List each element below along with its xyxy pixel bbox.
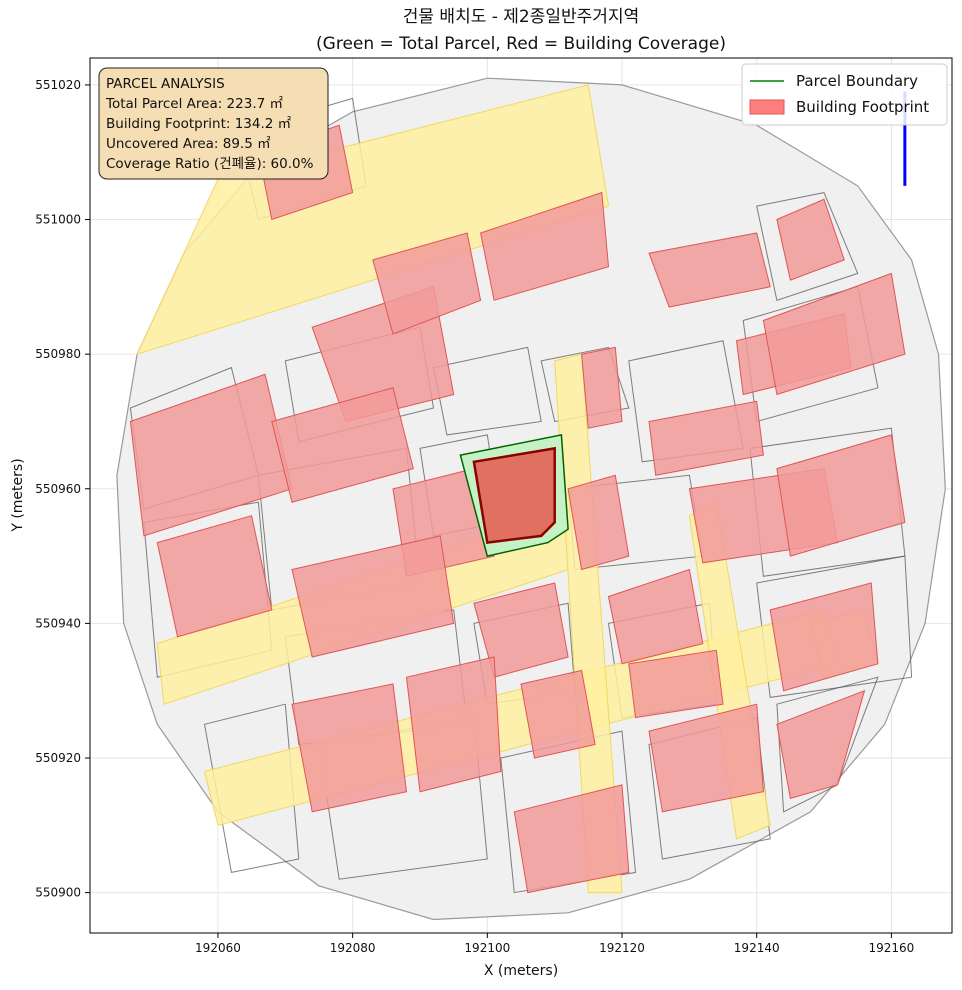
legend: Parcel Boundary Building Footprint: [741, 63, 948, 126]
building-footprint: [648, 400, 764, 476]
plot-area: [116, 77, 946, 921]
target-building: [472, 446, 556, 544]
building-footprint: [776, 198, 845, 281]
building-footprint: [473, 582, 569, 678]
legend-label-building-footprint: Building Footprint: [796, 98, 929, 116]
building-footprint: [762, 272, 906, 396]
annotation-line-ratio: Coverage Ratio (건폐율): 60.0%: [106, 156, 314, 172]
x-tick-label: 192120: [599, 941, 645, 955]
x-tick-label: 192100: [464, 941, 510, 955]
x-tick-label: 192140: [734, 941, 780, 955]
x-tick-label: 192080: [330, 941, 376, 955]
x-axis-label: X (meters): [484, 963, 558, 979]
annotation-line-footprint: Building Footprint: 134.2 ㎡: [106, 116, 292, 132]
y-axis: 550900 550920 550940 550960 550980 551000 5510…: [35, 78, 90, 900]
parcel: [756, 192, 859, 301]
building-footprint: [291, 535, 455, 658]
building-footprint: [628, 649, 724, 719]
building-footprint: [291, 683, 408, 813]
annotation-line-title: PARCEL ANALYSIS: [106, 76, 225, 92]
building-footprint: [156, 515, 273, 638]
building-footprint: [271, 387, 414, 503]
annotation-background: [98, 67, 329, 180]
building-footprint: [372, 232, 482, 335]
annotation-line-uncovered: Uncovered Area: 89.5 ㎡: [106, 136, 271, 152]
building-footprint: [520, 669, 596, 759]
y-tick-label: 551000: [35, 213, 81, 227]
x-tick-label: 192160: [868, 941, 914, 955]
chart-subtitle: (Green = Total Parcel, Red = Building Co…: [316, 34, 726, 54]
legend-background: [741, 63, 948, 126]
chart-title: 건물 배치도 - 제2종일반주거지역: [403, 7, 639, 27]
y-tick-label: 550980: [35, 347, 81, 361]
building-footprint: [769, 582, 879, 692]
y-axis-label: Y (meters): [10, 458, 26, 532]
y-tick-label: 550960: [35, 482, 81, 496]
building-footprint: [567, 474, 630, 571]
x-axis: 192060 192080 192100 192120 192140 192160: [195, 933, 914, 955]
building-footprint: [405, 656, 502, 793]
y-tick-label: 550920: [35, 751, 81, 765]
building-footprint: [581, 346, 623, 429]
parcel: [432, 346, 542, 436]
building-footprint: [607, 568, 704, 665]
building-footprint: [513, 784, 630, 894]
building-footprint: [776, 434, 906, 557]
x-tick-label: 192060: [195, 941, 241, 955]
parcel-analysis-box: PARCEL ANALYSIS Total Parcel Area: 223.7…: [98, 67, 329, 180]
plot-frame: [89, 57, 953, 934]
building-footprint: [480, 191, 610, 301]
legend-swatch-building-footprint: [749, 99, 785, 115]
building-footprint: [648, 232, 771, 308]
building-footprint: [648, 703, 764, 813]
parcel: [540, 346, 630, 423]
y-tick-label: 550900: [35, 886, 81, 900]
building-footprint: [776, 689, 866, 800]
y-tick-label: 551020: [35, 78, 81, 92]
legend-label-parcel-boundary: Parcel Boundary: [796, 72, 918, 90]
y-tick-label: 550940: [35, 616, 81, 630]
annotation-line-total: Total Parcel Area: 223.7 ㎡: [105, 96, 283, 112]
